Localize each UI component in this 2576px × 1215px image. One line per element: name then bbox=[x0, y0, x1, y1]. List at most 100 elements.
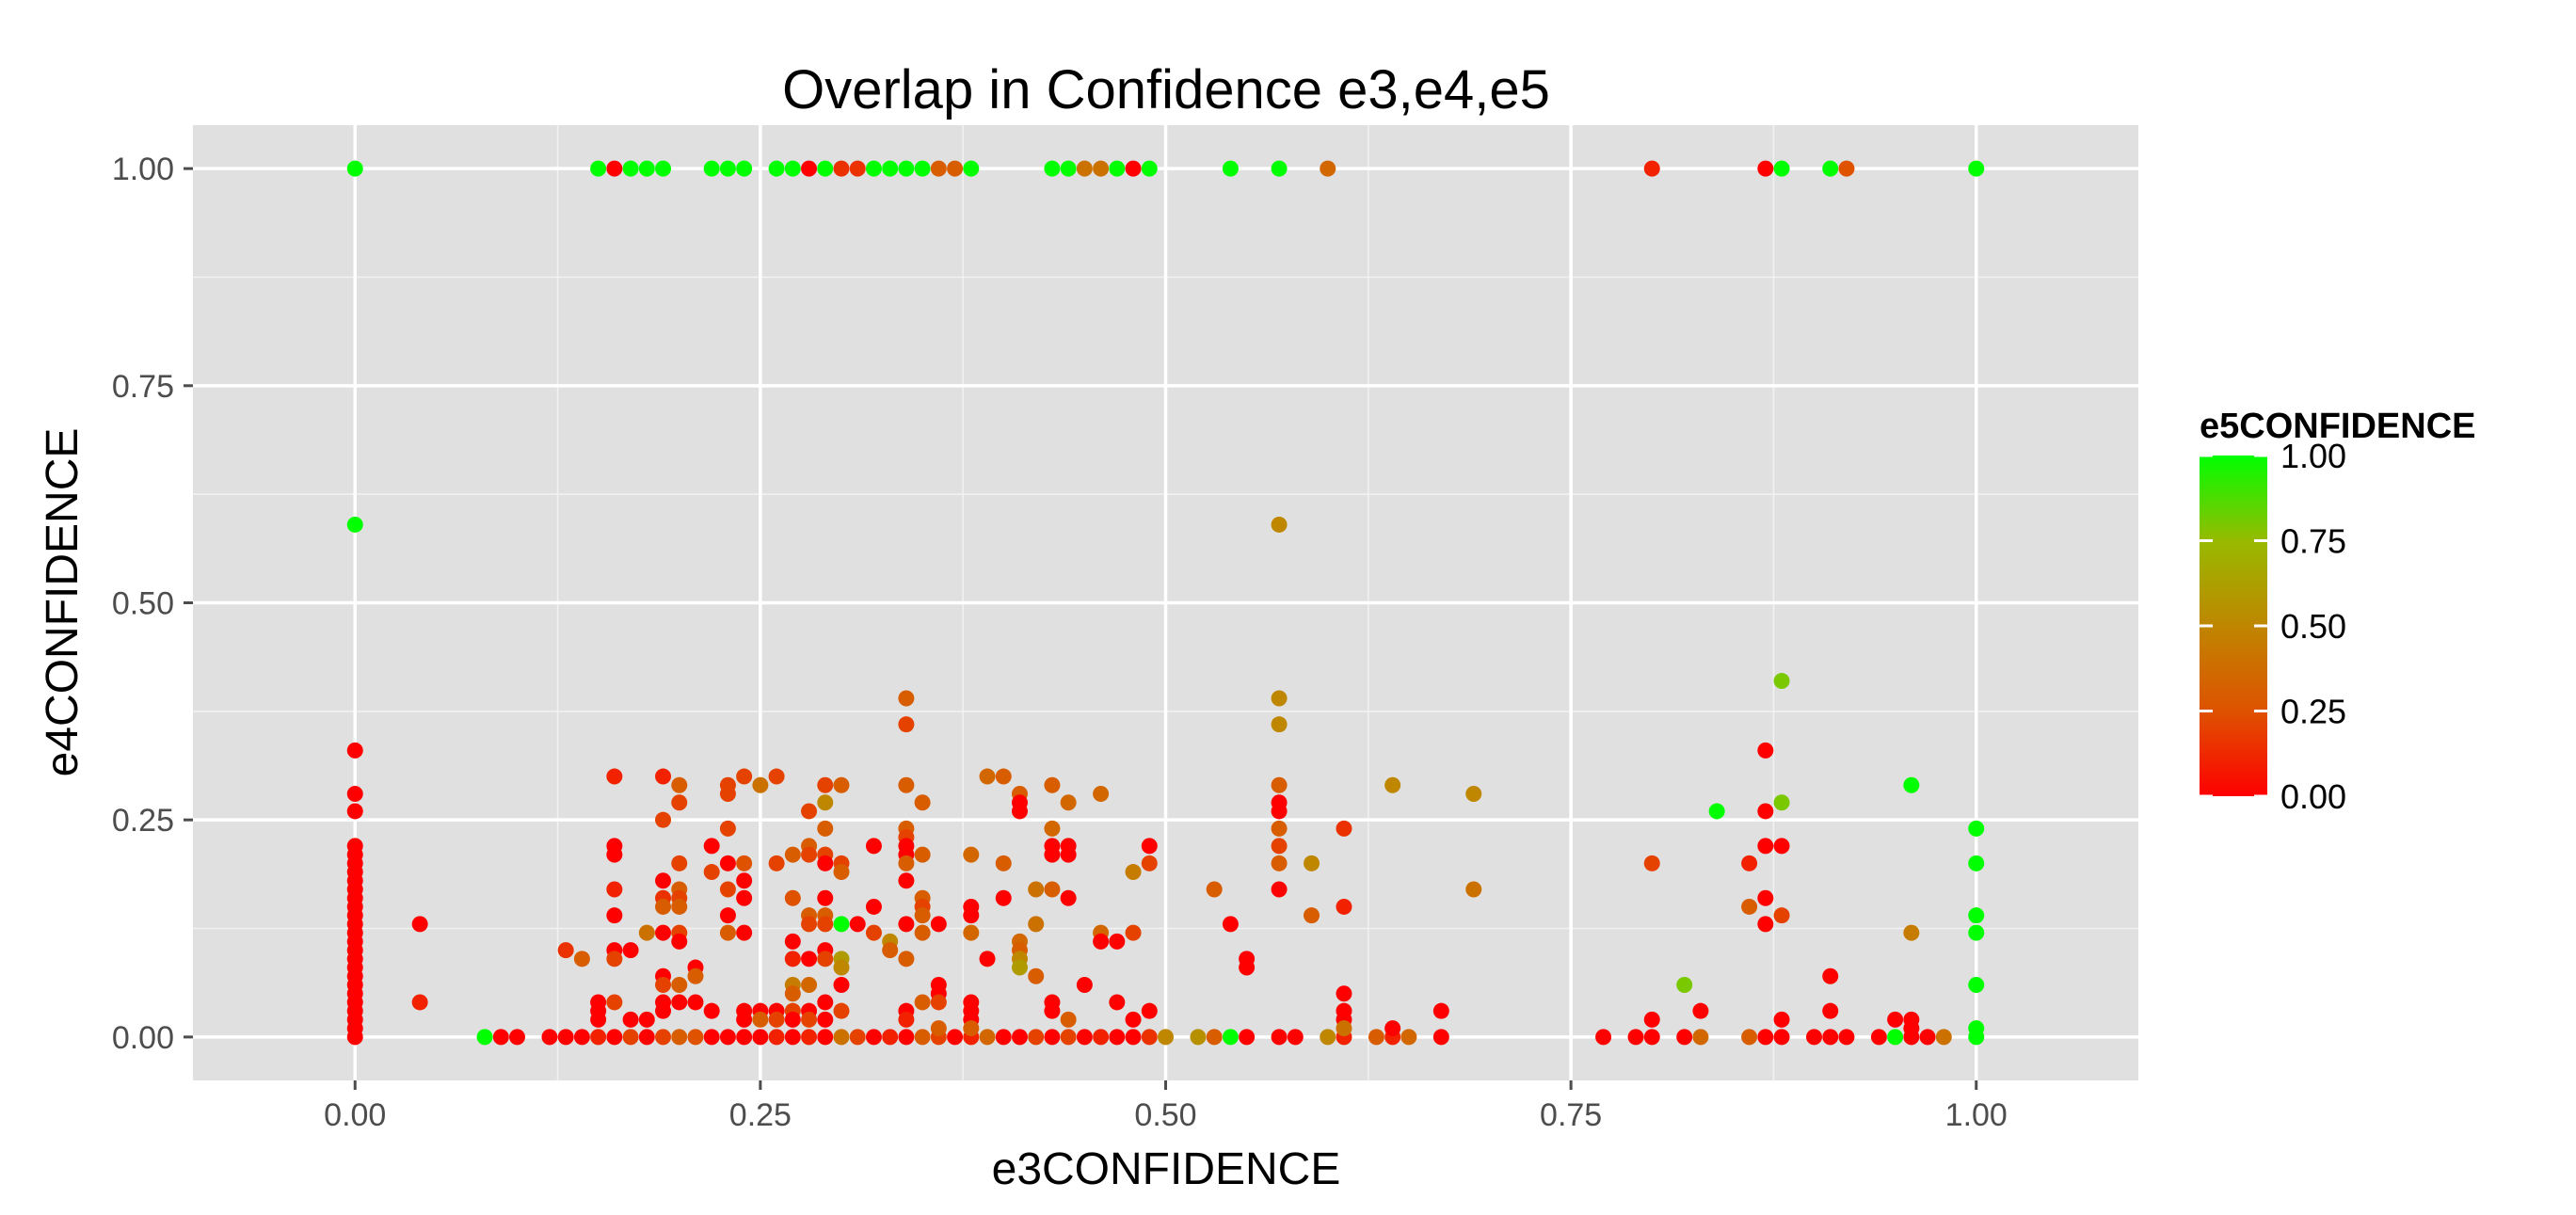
data-point bbox=[1643, 160, 1660, 177]
data-point bbox=[1011, 803, 1028, 820]
data-point bbox=[606, 768, 623, 785]
data-point bbox=[671, 994, 688, 1011]
data-point bbox=[736, 160, 753, 177]
data-point bbox=[1125, 1011, 1142, 1028]
data-point bbox=[833, 864, 850, 881]
data-point bbox=[476, 1029, 493, 1046]
data-point bbox=[1595, 1029, 1612, 1046]
data-point bbox=[1822, 160, 1839, 177]
y-tick-label: 1.00 bbox=[112, 152, 174, 187]
data-point bbox=[1125, 864, 1142, 881]
data-point bbox=[833, 977, 850, 993]
data-point bbox=[768, 1011, 785, 1028]
data-point bbox=[1060, 846, 1077, 863]
data-point bbox=[963, 846, 980, 863]
data-point bbox=[1773, 1029, 1790, 1046]
data-point bbox=[1968, 977, 1985, 993]
data-point bbox=[930, 916, 947, 933]
data-point bbox=[1239, 1029, 1256, 1046]
data-point bbox=[1044, 846, 1061, 863]
legend-tick-label: 0.50 bbox=[2280, 607, 2346, 646]
data-point bbox=[914, 1029, 931, 1046]
data-point bbox=[1968, 160, 1985, 177]
data-point bbox=[1076, 977, 1093, 993]
data-point bbox=[947, 160, 964, 177]
data-point bbox=[1093, 786, 1110, 802]
data-point bbox=[1741, 855, 1758, 871]
data-point bbox=[671, 933, 688, 950]
data-point bbox=[1271, 776, 1288, 793]
data-point bbox=[1271, 160, 1288, 177]
data-point bbox=[1903, 924, 1920, 941]
x-axis: 0.00 0.25 0.50 0.75 1.00 bbox=[324, 1080, 2008, 1133]
data-point bbox=[1903, 1020, 1920, 1037]
data-point bbox=[784, 889, 801, 906]
data-point bbox=[1044, 820, 1061, 837]
data-point bbox=[930, 994, 947, 1011]
data-point bbox=[1093, 933, 1110, 950]
data-point bbox=[914, 160, 931, 177]
data-point bbox=[898, 872, 915, 889]
data-point bbox=[1206, 881, 1223, 898]
data-point bbox=[898, 160, 915, 177]
data-point bbox=[1432, 1029, 1449, 1046]
data-point bbox=[1125, 160, 1142, 177]
data-point bbox=[1093, 1029, 1110, 1046]
data-point bbox=[882, 1029, 899, 1046]
data-point bbox=[1822, 1029, 1839, 1046]
data-point bbox=[1141, 1029, 1158, 1046]
data-point bbox=[1060, 889, 1077, 906]
data-point bbox=[1028, 916, 1045, 933]
data-point bbox=[947, 1029, 964, 1046]
data-point bbox=[736, 889, 753, 906]
data-point bbox=[1060, 1011, 1077, 1028]
data-point bbox=[1271, 881, 1288, 898]
data-point bbox=[1060, 1029, 1077, 1046]
data-point bbox=[1028, 881, 1045, 898]
data-point bbox=[1692, 1029, 1709, 1046]
data-point bbox=[638, 924, 655, 941]
data-point bbox=[1044, 881, 1061, 898]
data-point bbox=[1741, 898, 1758, 915]
legend-tick-label: 1.00 bbox=[2280, 437, 2346, 475]
data-point bbox=[687, 967, 704, 984]
data-point bbox=[1336, 898, 1352, 915]
data-point bbox=[1028, 1029, 1045, 1046]
data-point bbox=[1773, 673, 1790, 690]
data-point bbox=[1757, 838, 1774, 855]
data-point bbox=[882, 942, 899, 959]
data-point bbox=[1400, 1029, 1417, 1046]
data-point bbox=[703, 1002, 720, 1019]
data-point bbox=[1773, 1011, 1790, 1028]
data-point bbox=[833, 160, 850, 177]
data-point bbox=[898, 776, 915, 793]
data-point bbox=[833, 1002, 850, 1019]
data-point bbox=[346, 516, 363, 533]
data-point bbox=[606, 160, 623, 177]
data-point bbox=[655, 924, 672, 941]
data-point bbox=[784, 951, 801, 967]
data-point bbox=[1304, 855, 1320, 871]
data-point bbox=[801, 1011, 818, 1028]
x-tick-label: 0.75 bbox=[1540, 1097, 1602, 1133]
y-tick-label: 0.75 bbox=[112, 369, 174, 405]
data-point bbox=[1822, 1002, 1839, 1019]
data-point bbox=[817, 916, 834, 933]
data-point bbox=[1011, 959, 1028, 976]
data-point bbox=[801, 846, 818, 863]
data-point bbox=[1093, 160, 1110, 177]
data-point bbox=[1643, 855, 1660, 871]
data-point bbox=[719, 160, 736, 177]
data-point bbox=[898, 916, 915, 933]
data-point bbox=[1757, 889, 1774, 906]
data-point bbox=[1968, 855, 1985, 871]
data-point bbox=[655, 160, 672, 177]
data-point bbox=[963, 1020, 980, 1037]
data-point bbox=[1109, 933, 1126, 950]
data-point bbox=[1465, 881, 1482, 898]
data-point bbox=[898, 1029, 915, 1046]
data-point bbox=[801, 951, 818, 967]
data-point bbox=[1741, 1029, 1758, 1046]
data-point bbox=[606, 994, 623, 1011]
data-point bbox=[898, 951, 915, 967]
